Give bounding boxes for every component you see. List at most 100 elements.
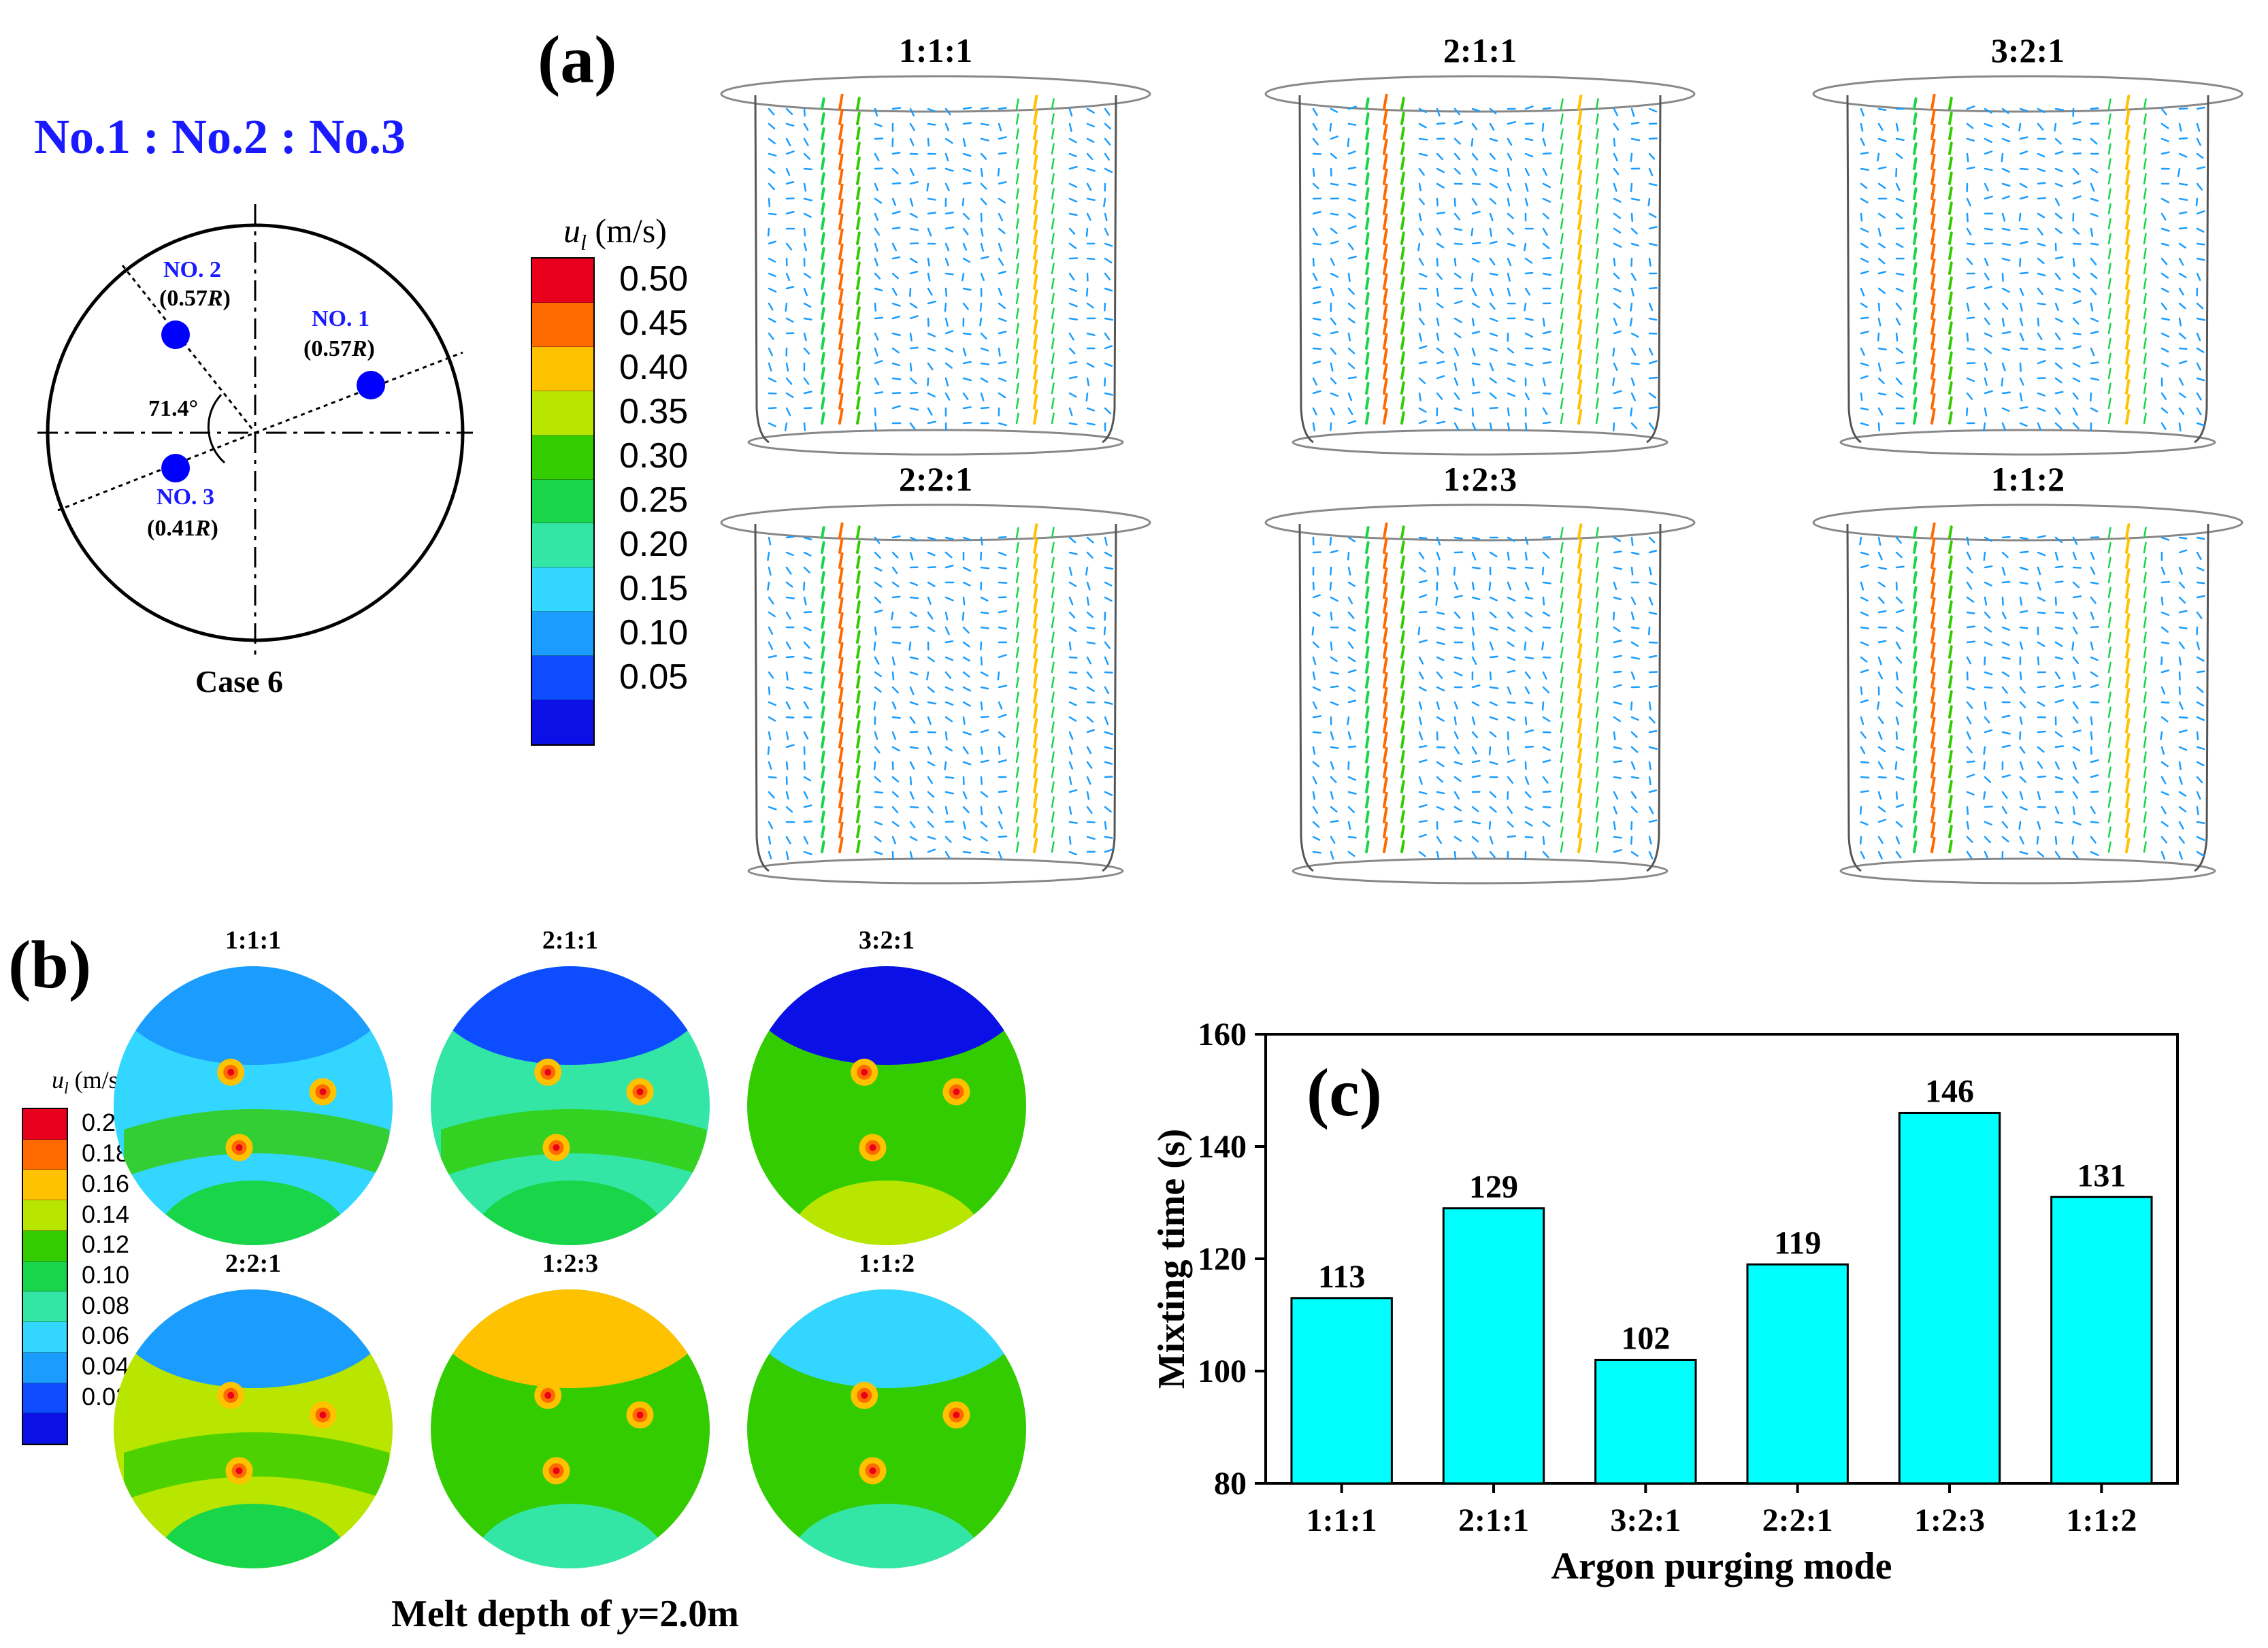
plug-no3-dot bbox=[161, 454, 190, 482]
colorbar-swatch bbox=[532, 523, 593, 568]
vector-plot-title: 2:1:1 bbox=[1443, 31, 1517, 69]
bar bbox=[1442, 1207, 1545, 1485]
bar-value-label: 129 bbox=[1469, 1169, 1518, 1205]
x-tick-label: 1:1:1 bbox=[1306, 1502, 1377, 1538]
colorbar-swatch bbox=[23, 1291, 67, 1323]
vector-plot-title: 2:2:1 bbox=[898, 460, 973, 498]
plug-no3-radius: (0.41R) bbox=[147, 516, 218, 541]
panel-a-letter: (a) bbox=[538, 22, 617, 97]
colorbar-level-label: 0.16 bbox=[82, 1169, 130, 1198]
contour-plot-title: 2:2:1 bbox=[225, 1249, 282, 1278]
bar-value-label: 131 bbox=[2077, 1157, 2126, 1193]
colorbar-swatch bbox=[23, 1261, 67, 1292]
ratio-heading: No.1 : No.2 : No.3 bbox=[34, 110, 406, 164]
y-tick-label: 100 bbox=[1198, 1353, 1247, 1389]
velocity-contour-plot bbox=[431, 1289, 710, 1568]
bar bbox=[1594, 1359, 1697, 1485]
colorbar-swatch bbox=[23, 1230, 67, 1262]
colorbar-level-label: 0.50 bbox=[619, 259, 689, 299]
contour-plot-title: 3:2:1 bbox=[858, 926, 915, 955]
x-tick-label: 2:2:1 bbox=[1762, 1502, 1833, 1538]
x-tick-label: 1:1:2 bbox=[2066, 1502, 2137, 1538]
colorbar-level-label: 0.14 bbox=[82, 1200, 130, 1228]
colorbar-swatch bbox=[23, 1109, 67, 1140]
colorbar-swatch bbox=[532, 346, 593, 391]
panel-c-letter: (c) bbox=[1306, 1055, 1382, 1130]
bar-value-label: 119 bbox=[1774, 1225, 1821, 1261]
colorbar-level-label: 0.10 bbox=[82, 1261, 130, 1289]
colorbar-level-label: 0.45 bbox=[619, 303, 689, 344]
colorbar-a bbox=[531, 257, 595, 746]
y-tick-label: 120 bbox=[1198, 1241, 1247, 1277]
colorbar-swatch bbox=[23, 1200, 67, 1231]
plug-no2-dot bbox=[161, 320, 190, 349]
colorbar-swatch bbox=[532, 259, 593, 303]
colorbar-level-label: 0.40 bbox=[619, 348, 689, 388]
colorbar-swatch bbox=[532, 435, 593, 480]
velocity-contour-plot bbox=[431, 966, 710, 1245]
x-tick-label: 1:2:3 bbox=[1914, 1502, 1985, 1538]
bar-value-label: 113 bbox=[1318, 1259, 1365, 1295]
x-tick-label: 3:2:1 bbox=[1610, 1502, 1681, 1538]
vector-field-plot bbox=[1812, 504, 2244, 885]
plug-no1-dot bbox=[357, 371, 385, 399]
colorbar-level-label: 0.10 bbox=[619, 612, 689, 653]
colorbar-level-label: 0.05 bbox=[619, 657, 689, 697]
plug-no2-radius: (0.57R) bbox=[159, 286, 231, 311]
panel-b-letter: (b) bbox=[8, 927, 92, 1002]
colorbar-swatch bbox=[532, 700, 593, 744]
colorbar-swatch bbox=[532, 656, 593, 701]
contour-plot-title: 1:2:3 bbox=[542, 1249, 599, 1278]
colorbar-level-label: 0.25 bbox=[619, 480, 689, 520]
angle-label: 71.4° bbox=[148, 396, 199, 421]
colorbar-level-label: 0.20 bbox=[619, 524, 689, 564]
x-tick-label: 2:1:1 bbox=[1458, 1502, 1529, 1538]
colorbar-swatch bbox=[23, 1383, 67, 1414]
plug-no2-label: NO. 2 bbox=[163, 257, 221, 282]
bar-value-label: 102 bbox=[1621, 1321, 1670, 1357]
velocity-contour-plot bbox=[747, 1289, 1026, 1568]
contour-plot-title: 2:1:1 bbox=[542, 926, 599, 955]
case-label: Case 6 bbox=[195, 664, 284, 699]
colorbar-level-label: 0.12 bbox=[82, 1230, 130, 1259]
colorbar-swatch bbox=[23, 1139, 67, 1170]
velocity-contour-plot bbox=[114, 1289, 393, 1568]
colorbar-level-label: 0.08 bbox=[82, 1291, 130, 1319]
colorbar-level-label: 0.30 bbox=[619, 436, 689, 476]
plug-no1-label: NO. 1 bbox=[312, 306, 369, 331]
y-tick-label: 160 bbox=[1198, 1017, 1247, 1053]
vector-plot-title: 1:1:1 bbox=[898, 31, 973, 69]
y-tick-label: 140 bbox=[1198, 1129, 1247, 1165]
colorbar-swatch bbox=[532, 567, 593, 612]
colorbar-b bbox=[22, 1108, 68, 1445]
velocity-contour-plot bbox=[747, 966, 1026, 1245]
bar bbox=[1290, 1297, 1393, 1485]
vector-plot-title: 1:1:2 bbox=[1990, 460, 2065, 498]
colorbar-level-label: 0.04 bbox=[82, 1352, 130, 1381]
vector-field-plot bbox=[720, 75, 1151, 456]
colorbar-swatch bbox=[23, 1352, 67, 1383]
colorbar-swatch bbox=[23, 1413, 67, 1444]
plug-no3-label: NO. 3 bbox=[157, 484, 214, 510]
contour-plot-title: 1:1:2 bbox=[858, 1249, 915, 1278]
colorbar-a-title: ul (m/s) bbox=[563, 212, 667, 254]
vector-field-plot bbox=[1264, 504, 1696, 885]
colorbar-swatch bbox=[532, 391, 593, 435]
plug-no1-radius: (0.57R) bbox=[303, 336, 375, 361]
colorbar-swatch bbox=[532, 612, 593, 657]
bar bbox=[2050, 1196, 2153, 1485]
colorbar-a-labels: 0.50 0.45 0.40 0.35 0.30 0.25 0.20 0.15 0.10 0.05 bbox=[619, 257, 721, 743]
vector-field-plot bbox=[720, 504, 1151, 885]
mixing-time-bar-chart: 80 100 120 140 160 113 1:1:1 129 2:1:1 102 3:2:1 11… bbox=[1151, 1017, 2179, 1587]
bar-value-label: 146 bbox=[1925, 1074, 1974, 1110]
bar bbox=[1898, 1112, 2001, 1485]
colorbar-swatch bbox=[23, 1322, 67, 1353]
colorbar-swatch bbox=[23, 1170, 67, 1201]
plot-frame bbox=[1264, 1033, 2179, 1485]
colorbar-swatch bbox=[532, 479, 593, 524]
plug-layout-schematic bbox=[37, 204, 473, 660]
colorbar-level-label: 0.35 bbox=[619, 392, 689, 432]
y-axis-label: Mixting time (s) bbox=[1151, 1129, 1193, 1389]
vector-field-plot bbox=[1264, 75, 1696, 456]
velocity-contour-plot bbox=[114, 966, 393, 1245]
